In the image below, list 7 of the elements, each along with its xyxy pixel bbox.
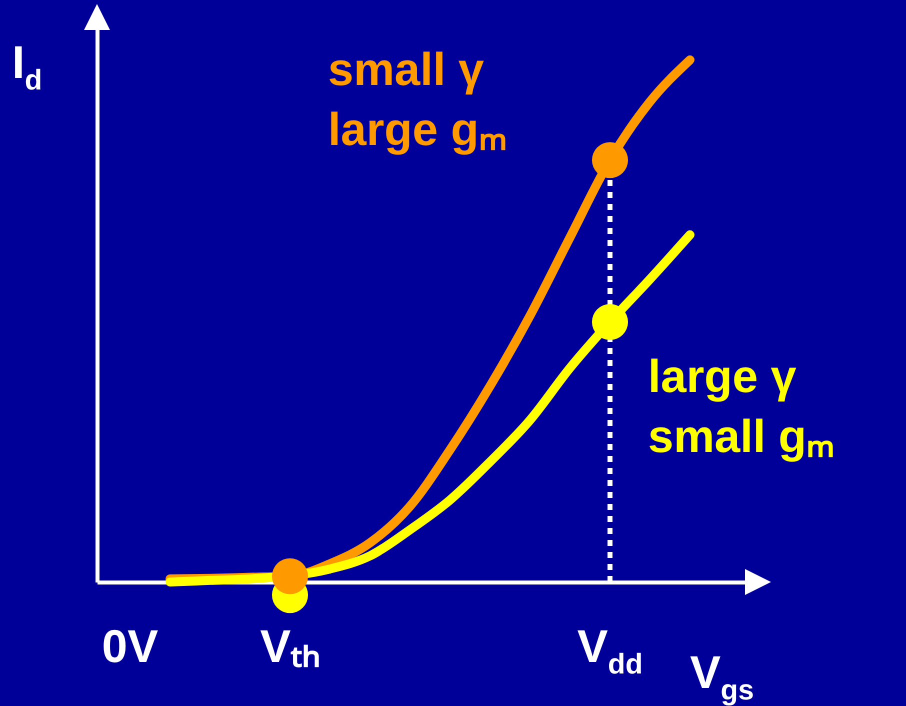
text: small γ large gₘ: [328, 43, 507, 155]
point: [592, 304, 628, 340]
series-label: large γ small gₘ: [648, 350, 835, 462]
x-tick-label: Vₜₕ: [260, 620, 320, 672]
x-tick-label: 0V: [102, 620, 158, 672]
point: [272, 558, 308, 594]
point: [592, 142, 628, 178]
